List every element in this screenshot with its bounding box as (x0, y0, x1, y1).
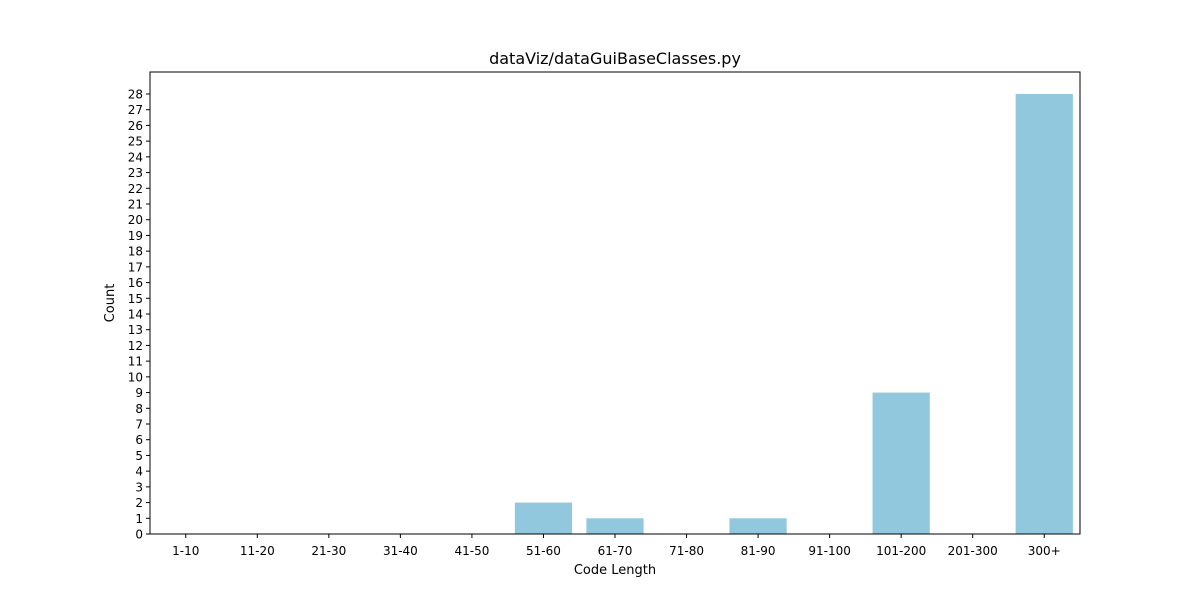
bar-51-60 (514, 502, 573, 534)
y-tick-label: 25 (128, 135, 143, 149)
bar-61-70 (586, 518, 644, 534)
x-tick-label: 201-300 (948, 544, 998, 558)
y-axis-label: Count (103, 284, 118, 323)
axes-frame (149, 71, 1081, 535)
y-tick-label: 19 (128, 229, 143, 243)
bar-101-200 (872, 392, 930, 534)
y-tick-label: 27 (128, 103, 143, 117)
y-tick-label: 21 (128, 198, 143, 212)
y-tick-label: 7 (135, 418, 143, 432)
x-ticks-layer: 1-10 11-20 21-30 31-40 41-50 51-60 61-70 71-80 8… (172, 534, 1061, 558)
x-tick-label: 31-40 (383, 544, 418, 558)
y-tick-label: 1 (135, 512, 143, 526)
x-tick-label: 11-20 (240, 544, 275, 558)
y-ticks-layer: 0123456789101112131415161718192021222324… (128, 88, 150, 542)
x-tick-label: 91-100 (808, 544, 851, 558)
y-tick-label: 13 (128, 323, 143, 337)
x-tick-label: 71-80 (669, 544, 704, 558)
y-tick-label: 18 (128, 245, 143, 259)
y-tick-label: 14 (128, 308, 143, 322)
y-tick-label: 4 (135, 465, 143, 479)
y-tick-label: 15 (128, 292, 143, 306)
y-tick-label: 11 (128, 355, 143, 369)
y-tick-label: 3 (135, 480, 143, 494)
bar-81-90 (729, 518, 787, 534)
y-tick-label: 5 (135, 449, 143, 463)
y-tick-label: 6 (135, 433, 143, 447)
x-tick-label: 81-90 (741, 544, 776, 558)
y-tick-label: 10 (128, 370, 143, 384)
x-tick-label: 1-10 (172, 544, 199, 558)
y-tick-label: 2 (135, 496, 143, 510)
y-tick-label: 8 (135, 402, 143, 416)
x-tick-label: 300+ (1028, 544, 1061, 558)
y-tick-label: 26 (128, 119, 143, 133)
x-tick-label: 51-60 (526, 544, 561, 558)
y-tick-label: 23 (128, 166, 143, 180)
x-tick-label: 101-200 (876, 544, 926, 558)
y-tick-label: 24 (128, 150, 143, 164)
y-tick-label: 20 (128, 213, 143, 227)
x-tick-label: 21-30 (311, 544, 346, 558)
bar-300+ (1015, 94, 1073, 534)
y-tick-label: 16 (128, 276, 143, 290)
y-tick-label: 17 (128, 260, 143, 274)
y-tick-label: 9 (135, 386, 143, 400)
x-axis-label: Code Length (574, 563, 656, 578)
y-tick-label: 12 (128, 339, 143, 353)
y-tick-label: 0 (135, 528, 143, 542)
y-tick-label: 28 (128, 88, 143, 102)
x-tick-label: 41-50 (454, 544, 489, 558)
bars-layer (514, 94, 1073, 534)
y-tick-label: 22 (128, 182, 143, 196)
x-tick-label: 61-70 (598, 544, 633, 558)
chart-title: dataViz/dataGuiBaseClasses.py (489, 49, 741, 68)
